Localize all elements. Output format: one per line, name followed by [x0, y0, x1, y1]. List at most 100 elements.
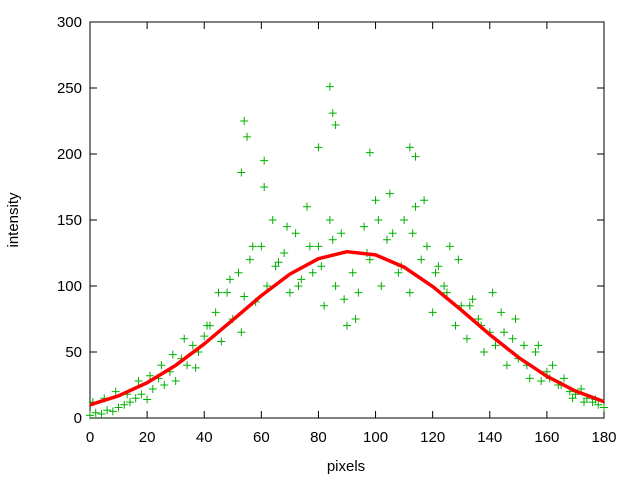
- data-point: [328, 235, 337, 244]
- data-point: [294, 282, 303, 290]
- data-point: [580, 398, 589, 407]
- data-point: [114, 403, 123, 412]
- x-tick-label: 140: [477, 429, 502, 446]
- data-point: [497, 308, 506, 317]
- data-point: [225, 275, 234, 284]
- data-point: [297, 275, 306, 284]
- data-point: [600, 403, 608, 412]
- data-point: [500, 328, 509, 337]
- data-point: [511, 315, 520, 323]
- data-point: [91, 408, 100, 417]
- data-point: [445, 242, 454, 251]
- data-point: [120, 400, 129, 409]
- data-point: [283, 222, 292, 231]
- data-point: [248, 242, 257, 251]
- data-point: [314, 143, 323, 152]
- x-axis-label: pixels: [327, 458, 365, 475]
- data-point: [548, 361, 557, 370]
- data-point: [263, 282, 272, 290]
- data-point: [148, 384, 157, 393]
- data-point: [594, 400, 603, 409]
- data-point: [305, 242, 314, 251]
- data-point: [125, 398, 134, 407]
- data-point: [260, 183, 269, 191]
- data-point: [103, 406, 112, 415]
- data-point: [268, 216, 277, 224]
- x-tick-label: 60: [253, 429, 270, 446]
- x-tick-label: 180: [591, 429, 616, 446]
- data-point: [480, 348, 489, 356]
- data-point: [143, 395, 152, 404]
- data-point: [183, 361, 192, 370]
- data-point: [168, 350, 177, 359]
- data-point: [217, 337, 226, 346]
- data-point: [237, 328, 246, 337]
- y-tick-label: 100: [57, 278, 82, 295]
- data-point: [240, 292, 249, 301]
- data-point: [188, 341, 197, 350]
- data-point: [351, 315, 360, 323]
- data-point: [237, 168, 246, 177]
- data-point: [568, 394, 577, 403]
- data-point: [411, 152, 420, 161]
- data-point: [385, 189, 394, 198]
- y-tick-label: 0: [74, 410, 82, 427]
- data-point: [365, 255, 374, 264]
- data-point: [257, 242, 266, 251]
- data-point: [97, 410, 106, 419]
- x-tick-label: 20: [139, 429, 156, 446]
- fit-curve: [89, 249, 605, 407]
- data-point: [160, 381, 169, 389]
- data-point: [203, 321, 212, 330]
- data-point: [374, 216, 383, 224]
- data-point: [145, 371, 154, 380]
- data-point: [502, 361, 511, 370]
- data-point: [382, 235, 391, 244]
- y-tick-label: 50: [65, 344, 82, 361]
- data-point: [343, 321, 351, 330]
- data-point: [191, 363, 200, 372]
- data-point: [491, 341, 500, 350]
- data-point: [211, 308, 220, 317]
- data-point: [131, 394, 140, 403]
- data-point: [537, 377, 546, 386]
- data-point: [111, 387, 120, 396]
- data-point: [462, 334, 471, 343]
- data-point: [320, 301, 329, 310]
- y-tick-label: 150: [57, 212, 82, 229]
- data-point: [422, 242, 431, 251]
- data-point: [420, 196, 429, 205]
- x-tick-label: 100: [363, 429, 388, 446]
- data-point: [371, 196, 380, 205]
- data-point: [531, 348, 540, 356]
- data-point: [280, 249, 289, 257]
- data-point: [488, 288, 497, 297]
- x-tick-label: 160: [534, 429, 559, 446]
- y-axis-label: intensity: [5, 192, 22, 248]
- data-point: [285, 288, 294, 297]
- data-point: [354, 288, 363, 297]
- plot-border: [89, 21, 605, 419]
- data-point: [534, 341, 543, 350]
- data-point: [171, 377, 180, 386]
- data-point: [331, 120, 340, 129]
- data-point: [180, 334, 189, 343]
- data-point: [442, 288, 451, 297]
- data-point: [560, 374, 569, 383]
- data-point: [468, 295, 477, 304]
- data-point: [417, 255, 426, 264]
- data-point: [108, 407, 117, 416]
- data-point: [137, 390, 146, 399]
- data-point: [431, 268, 440, 277]
- data-point: [325, 82, 334, 91]
- data-point: [428, 308, 437, 317]
- data-point: [260, 156, 269, 165]
- x-tick-label: 80: [310, 429, 327, 446]
- data-point: [525, 374, 534, 383]
- data-point: [365, 148, 374, 157]
- data-point: [520, 341, 529, 350]
- data-point: [388, 229, 397, 238]
- data-point: [314, 242, 323, 251]
- data-point: [360, 222, 369, 231]
